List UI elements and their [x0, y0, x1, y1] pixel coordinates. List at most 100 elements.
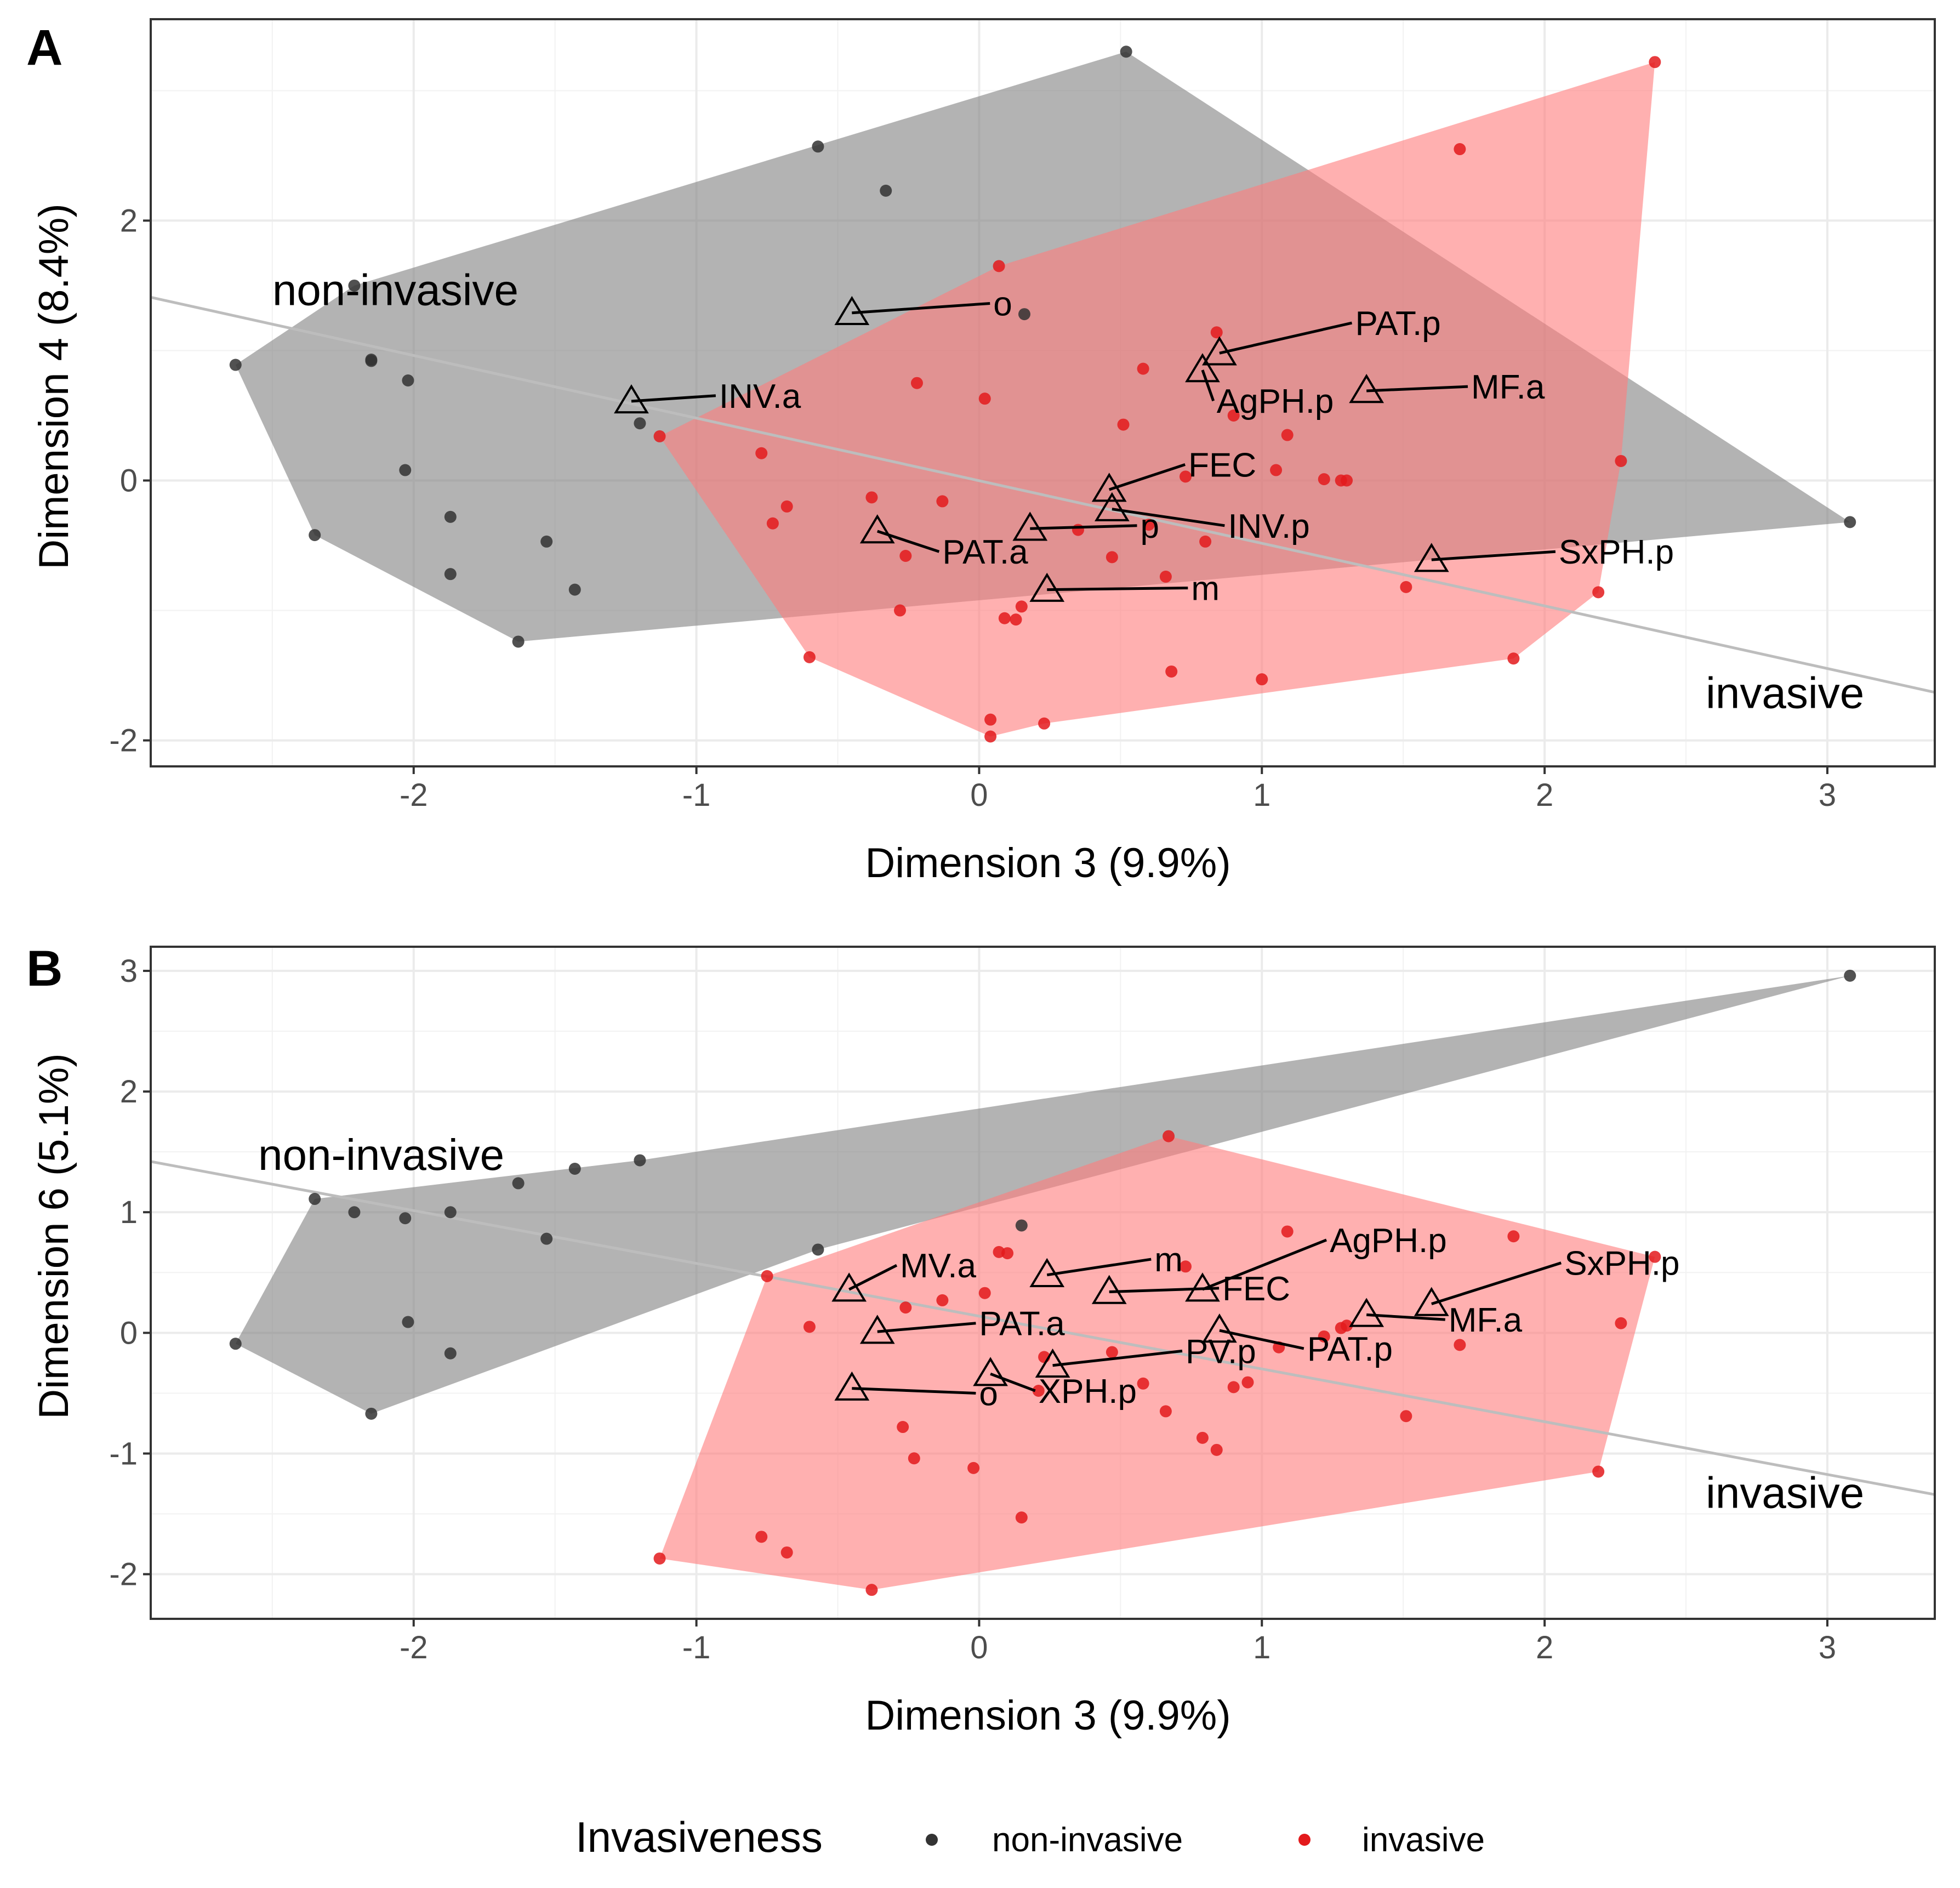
point-invasive: [1281, 429, 1294, 441]
leader-line-p: [1030, 524, 1137, 530]
leader-line-m: [1046, 1258, 1152, 1277]
point-invasive: [1210, 326, 1223, 339]
x-tick-label: 3: [1819, 777, 1836, 813]
y-tick-label: 0: [120, 463, 138, 499]
point-non-invasive: [444, 510, 457, 523]
point-invasive: [1159, 570, 1172, 583]
point-invasive: [1227, 1381, 1240, 1394]
variable-label-INV.a: INV.a: [719, 378, 801, 416]
point-non-invasive: [399, 464, 412, 476]
point-invasive: [1117, 418, 1130, 431]
point-invasive: [1010, 613, 1022, 626]
x-tick-label: 0: [970, 1630, 988, 1665]
point-non-invasive: [634, 417, 646, 430]
point-non-invasive: [348, 1206, 361, 1219]
x-tick-label: -2: [400, 777, 428, 813]
point-non-invasive: [399, 1212, 412, 1225]
variable-marker-FEC: [1091, 1275, 1127, 1304]
point-invasive: [1163, 1130, 1175, 1142]
variable-marker-PAT.a: [859, 514, 895, 544]
point-invasive: [1180, 1260, 1192, 1273]
point-non-invasive: [1120, 46, 1132, 58]
point-invasive: [1137, 362, 1149, 375]
group-label-non-invasive: non-invasive: [258, 1130, 504, 1179]
point-invasive: [1180, 470, 1192, 483]
point-non-invasive: [512, 1177, 525, 1190]
variable-label-AgPH.p: AgPH.p: [1330, 1222, 1447, 1260]
legend-title: Invasiveness: [576, 1813, 823, 1861]
point-non-invasive: [1018, 308, 1030, 321]
variable-marker-o: [834, 295, 870, 325]
point-invasive: [1196, 1431, 1209, 1444]
variable-label-MF.a: MF.a: [1471, 368, 1545, 406]
point-non-invasive: [402, 1316, 414, 1328]
point-invasive: [1210, 1443, 1223, 1456]
leader-line-m: [1047, 587, 1188, 592]
leader-line-MF.a: [1366, 385, 1468, 393]
point-non-invasive: [634, 1154, 646, 1167]
point-invasive: [1038, 717, 1051, 730]
axis-ticks: -2 -1 0 1 2 3 -2 -1 0 1 2 3: [109, 953, 1836, 1665]
point-invasive: [936, 1294, 949, 1306]
point-invasive: [910, 377, 923, 389]
variable-label-PAT.a: PAT.a: [942, 533, 1028, 571]
variable-marker-MV.a: [831, 1272, 867, 1302]
variable-label-PAT.a: PAT.a: [979, 1305, 1065, 1343]
panel-a-letter: A: [26, 20, 62, 76]
variable-label-PV.p: PV.p: [1186, 1333, 1256, 1370]
point-non-invasive: [540, 1232, 553, 1245]
variable-marker-PV.p: [1035, 1348, 1070, 1378]
variable-label-SxPH.p: SxPH.p: [1559, 533, 1674, 571]
point-invasive: [1137, 1377, 1149, 1390]
point-invasive: [1072, 524, 1084, 536]
leader-line-PAT.p: [1219, 321, 1353, 355]
variable-label-MF.a: MF.a: [1449, 1301, 1523, 1339]
point-invasive: [1318, 1330, 1330, 1343]
variable-label-FEC: FEC: [1222, 1270, 1290, 1308]
point-non-invasive: [1015, 1219, 1028, 1232]
y-tick-label: 0: [120, 1315, 138, 1351]
panel-a-y-axis-title: Dimension 4 (8.4%): [31, 203, 77, 569]
variable-marker-INV.a: [614, 384, 649, 414]
variable-label-AgPH.p: AgPH.p: [1217, 383, 1334, 420]
point-invasive: [967, 1462, 980, 1474]
y-tick-label: 2: [120, 1074, 138, 1110]
variable-label-XPH.p: XPH.p: [1039, 1373, 1137, 1411]
leader-line-SxPH.p: [1431, 550, 1556, 561]
point-non-invasive: [348, 279, 361, 292]
variable-label-MV.a: MV.a: [900, 1247, 977, 1285]
y-tick-label: -2: [109, 1557, 138, 1593]
legend-key-non-invasive: [926, 1834, 938, 1846]
group-label-invasive: invasive: [1706, 668, 1864, 717]
variable-marker-m: [1029, 1258, 1065, 1287]
point-invasive: [1649, 1250, 1661, 1263]
variable-label-o: o: [993, 285, 1012, 323]
point-non-invasive: [365, 1407, 378, 1420]
point-invasive: [897, 1421, 909, 1434]
leader-line-FEC: [1108, 463, 1186, 491]
hull-invasive: [659, 1136, 1655, 1590]
axis-ticks: -2 -1 0 1 2 3 -2 0 2: [109, 203, 1836, 813]
point-non-invasive: [880, 184, 892, 197]
point-non-invasive: [229, 1338, 242, 1350]
point-invasive: [1454, 1339, 1466, 1351]
point-non-invasive: [365, 354, 378, 366]
panel-b-letter: B: [26, 941, 62, 997]
variable-label-p: p: [1140, 508, 1159, 545]
point-invasive: [1106, 1346, 1118, 1358]
point-invasive: [1165, 665, 1178, 678]
point-invasive: [780, 500, 793, 513]
variable-marker-AgPH.p: [1185, 353, 1220, 383]
point-non-invasive: [1844, 969, 1856, 982]
point-invasive: [1400, 581, 1412, 593]
point-invasive: [780, 1546, 793, 1559]
variable-marker-SxPH.p: [1414, 1287, 1449, 1316]
point-invasive: [1400, 1410, 1412, 1423]
series-non-invasive: [229, 969, 1856, 1420]
variable-marker-PAT.p: [1202, 1313, 1237, 1343]
variable-label-PAT.p: PAT.p: [1307, 1330, 1393, 1368]
point-invasive: [1256, 673, 1268, 686]
panel-b-y-axis-title: Dimension 6 (5.1%): [31, 1053, 77, 1419]
group-label-non-invasive: non-invasive: [272, 265, 519, 314]
